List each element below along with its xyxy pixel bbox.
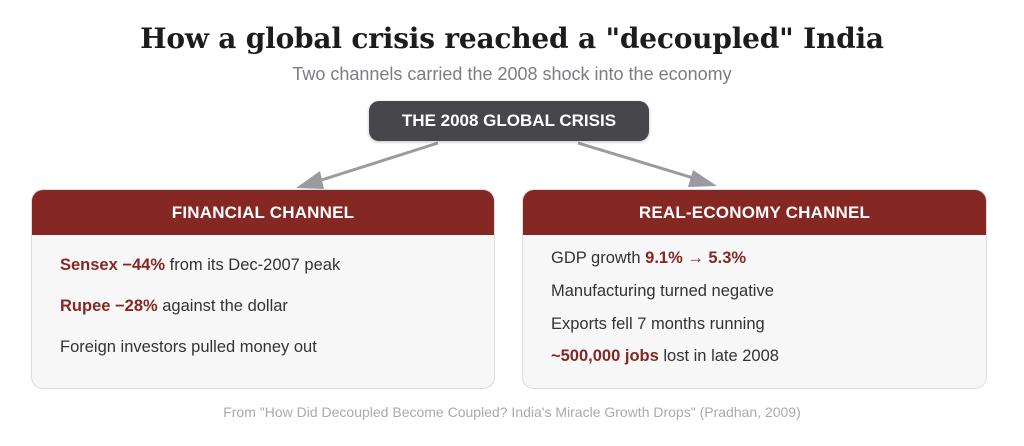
financial-item-rupee: Rupee −28% against the dollar bbox=[60, 297, 288, 316]
financial-channel-title: FINANCIAL CHANNEL bbox=[171, 202, 355, 222]
financial-item-text: against the dollar bbox=[157, 297, 288, 315]
real-item-manufacturing: Manufacturing turned negative bbox=[551, 282, 774, 301]
real-item-highlight: ~500,000 jobs bbox=[551, 347, 659, 365]
real-item-prefix: GDP growth bbox=[551, 249, 646, 267]
real-economy-channel-header: REAL-ECONOMY CHANNEL bbox=[523, 190, 986, 235]
financial-channel-header: FINANCIAL CHANNEL bbox=[32, 190, 494, 235]
financial-item-text: Foreign investors pulled money out bbox=[60, 338, 317, 356]
real-item-jobs: ~500,000 jobs lost in late 2008 bbox=[551, 347, 779, 366]
real-item-exports: Exports fell 7 months running bbox=[551, 315, 765, 334]
arrow-to-real bbox=[577, 141, 701, 182]
real-economy-channel-title: REAL-ECONOMY CHANNEL bbox=[638, 202, 871, 222]
real-item-text: Manufacturing turned negative bbox=[551, 282, 774, 300]
financial-item-foreign-investors: Foreign investors pulled money out bbox=[60, 338, 317, 357]
source-citation: From "How Did Decoupled Become Coupled? … bbox=[223, 404, 801, 420]
arrowhead-financial bbox=[296, 171, 324, 189]
root-node-label: THE 2008 GLOBAL CRISIS bbox=[401, 111, 617, 130]
real-item-text: lost in late 2008 bbox=[658, 347, 779, 365]
financial-item-sensex: Sensex −44% from its Dec-2007 peak bbox=[60, 256, 340, 275]
root-node: THE 2008 GLOBAL CRISIS bbox=[369, 101, 649, 141]
real-item-highlight: 9.1% → 5.3% bbox=[645, 249, 747, 267]
page-title: How a global crisis reached a "decoupled… bbox=[140, 22, 884, 55]
arrowhead-real bbox=[688, 170, 717, 187]
financial-item-text: from its Dec-2007 peak bbox=[165, 256, 341, 274]
financial-channel-panel: FINANCIAL CHANNEL Sensex −44% from its D… bbox=[31, 189, 495, 389]
real-item-text: Exports fell 7 months running bbox=[551, 315, 765, 333]
financial-item-highlight: Rupee −28% bbox=[60, 297, 158, 315]
real-economy-channel-panel: REAL-ECONOMY CHANNEL GDP growth 9.1% → 5… bbox=[522, 189, 987, 389]
real-item-gdp-growth: GDP growth 9.1% → 5.3% bbox=[551, 249, 746, 268]
page-subtitle: Two channels carried the 2008 shock into… bbox=[292, 64, 732, 84]
arrow-to-financial bbox=[311, 141, 439, 185]
financial-item-highlight: Sensex −44% bbox=[60, 256, 166, 274]
